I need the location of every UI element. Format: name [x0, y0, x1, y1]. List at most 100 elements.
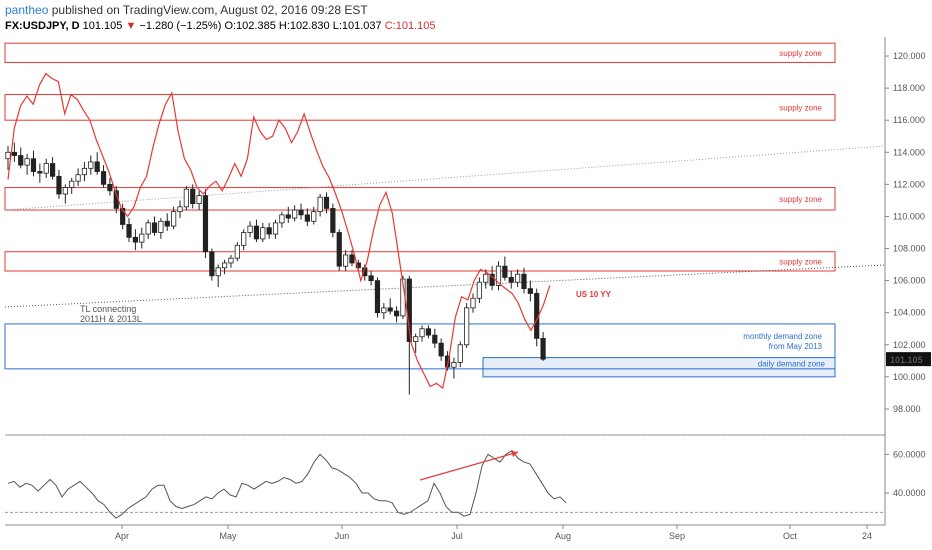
price-tick-label: 100.000	[893, 372, 926, 382]
oscillator-layer	[5, 434, 885, 519]
candle-body	[292, 209, 298, 219]
candle-body	[349, 254, 355, 264]
candle-body	[215, 267, 221, 277]
ohlc-high: H:102.830	[278, 20, 330, 32]
candle-body	[330, 208, 336, 233]
candle-body	[69, 180, 75, 188]
candles-layer	[5, 142, 546, 395]
candle-body	[228, 257, 234, 264]
candle-body	[62, 187, 68, 195]
chart-frame	[5, 37, 886, 526]
price-tick-label: 102.000	[893, 340, 926, 350]
candle-body	[413, 336, 419, 342]
axes-layer: 120.000 118.000 116.000 114.000 112.000 110.0…	[115, 51, 931, 541]
monthly-demand-zone-box	[4, 323, 836, 370]
candle-body	[304, 214, 310, 222]
candle-body	[476, 281, 482, 299]
candle-body	[132, 236, 138, 243]
candle-body	[241, 232, 247, 246]
candle-body	[336, 232, 342, 267]
trendline-upper	[4, 145, 886, 211]
candle-body	[457, 344, 463, 363]
supply-zone-box	[4, 187, 836, 211]
candle-body	[298, 209, 304, 216]
candle-body	[272, 222, 279, 235]
price-tick-label: 116.000	[893, 115, 925, 125]
candle-body	[139, 233, 145, 243]
daily-demand-zone-label: daily demand zone	[758, 360, 826, 369]
candle-body	[247, 225, 253, 233]
candle-body	[221, 262, 228, 269]
candle-body	[11, 151, 17, 156]
candle-body	[171, 211, 177, 227]
candle-body	[489, 273, 495, 286]
candle-body	[470, 297, 476, 309]
price-tick-label: 106.000	[893, 276, 926, 286]
candle-body	[120, 208, 126, 225]
author-link[interactable]: pantheo	[5, 3, 49, 17]
published-text: published on TradingView.com, August 02,…	[51, 3, 368, 17]
price-tick-label: 104.000	[893, 308, 926, 318]
monthly-demand-zone-label: monthly demand zone from May 2013	[743, 332, 822, 351]
time-tick-label: 24	[862, 531, 872, 541]
candle-body	[164, 220, 170, 227]
ohlc-low: L:101.037	[332, 20, 382, 32]
candle-body	[88, 161, 94, 169]
candle-body	[100, 171, 107, 185]
us10-label: US 10 YY	[576, 290, 612, 299]
candle-body	[495, 265, 502, 286]
candle-body	[107, 183, 113, 192]
candle-body	[81, 167, 88, 176]
supply-zone-box	[4, 42, 836, 63]
candle-body	[266, 227, 272, 235]
divergence-arrow-icon	[511, 451, 518, 457]
trendlines-layer: TL connecting 2011H & 2013L	[4, 145, 886, 324]
time-tick-label: May	[219, 531, 237, 541]
osc-tick-label: 60.0000	[893, 449, 926, 459]
trendline-label-line: TL connecting	[80, 304, 136, 314]
daily-demand-zone-box	[482, 357, 836, 378]
trendline-label: TL connecting 2011H & 2013L	[80, 304, 142, 324]
candle-body	[5, 151, 11, 160]
candle-body	[18, 155, 24, 166]
supply-zone-box	[4, 94, 836, 121]
candle-body	[126, 224, 132, 238]
osc-tick-label: 40.0000	[893, 488, 926, 498]
us10-yield-line	[7, 72, 551, 390]
candle-body	[151, 222, 158, 233]
candle-body	[37, 171, 43, 174]
ohlc-close: C:101.105	[384, 20, 436, 32]
candle-body	[451, 362, 457, 368]
candle-body	[374, 280, 381, 314]
candle-body	[49, 163, 56, 177]
monthly-demand-zone-label-line: monthly demand zone	[743, 332, 822, 341]
candle-body	[343, 254, 349, 267]
candle-body	[311, 211, 317, 222]
price-tick-label: 114.000	[893, 147, 925, 157]
candle-body	[393, 310, 400, 317]
monthly-demand-zone-label-line: from May 2013	[769, 342, 823, 351]
symbol: FX:USDJPY, D	[5, 20, 80, 32]
candle-body	[502, 265, 508, 278]
time-tick-label: Sep	[669, 531, 685, 541]
candle-body	[285, 214, 291, 219]
candle-body	[483, 273, 489, 283]
time-tick-label: Aug	[555, 531, 571, 541]
candle-body	[317, 196, 323, 213]
down-arrow-icon: ▼	[125, 20, 137, 32]
candle-body	[209, 251, 215, 277]
supply-zone-label: supply zone	[779, 49, 822, 58]
candle-body	[368, 275, 374, 282]
candle-body	[253, 225, 260, 240]
supply-zone-label: supply zone	[779, 195, 822, 204]
publish-header: pantheo published on TradingView.com, Au…	[5, 3, 368, 17]
last-price-box	[886, 352, 931, 367]
last-price: 101.105	[82, 20, 123, 32]
candle-body	[381, 307, 387, 314]
price-tick-label: 108.000	[893, 244, 926, 254]
ohlc-open: O:102.385	[224, 20, 276, 32]
candle-body	[464, 307, 470, 346]
oscillator-line	[7, 449, 567, 519]
candle-body	[515, 273, 521, 283]
